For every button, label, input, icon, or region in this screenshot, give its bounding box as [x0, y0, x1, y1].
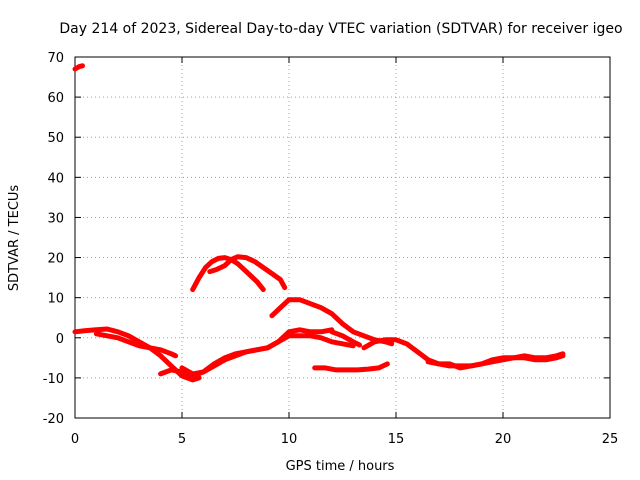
y-tick-label: -10	[43, 372, 64, 387]
series-arc-9	[329, 329, 363, 348]
x-tick-label: 15	[388, 432, 405, 447]
y-tick-label: -20	[43, 412, 64, 427]
grid	[75, 57, 610, 418]
y-tick-label: 50	[47, 131, 64, 146]
y-tick-label: 70	[47, 51, 64, 66]
x-tick-label: 10	[281, 432, 298, 447]
y-tick-label: 10	[47, 292, 64, 307]
series-arc-2	[72, 326, 202, 383]
x-axis-label: GPS time / hours	[286, 459, 395, 474]
y-tick-label: 20	[47, 252, 64, 267]
x-tick-label: 25	[602, 432, 619, 447]
y-tick-label: 40	[47, 171, 64, 186]
chart-title: Day 214 of 2023, Sidereal Day-to-day VTE…	[59, 21, 622, 37]
axis-ticks: 0 5 10 15 20 25 -20 -10 0 10 20 30 40 50 60 70	[43, 51, 619, 447]
x-tick-label: 0	[71, 432, 79, 447]
series-arc-5	[179, 327, 335, 377]
x-tick-label: 5	[178, 432, 186, 447]
y-tick-label: 30	[47, 211, 64, 226]
series-arc-10	[312, 361, 390, 373]
series-arc-6	[190, 255, 266, 293]
y-tick-label: 0	[56, 332, 64, 347]
x-tick-label: 20	[495, 432, 512, 447]
series-arc-3	[93, 331, 179, 359]
plot-frame	[74, 56, 611, 419]
series-arc-1	[72, 63, 85, 72]
series-layer	[72, 63, 566, 383]
y-axis-label: SDTVAR / TECUs	[7, 185, 22, 292]
y-tick-label: 60	[47, 91, 64, 106]
series-arc-7	[207, 254, 288, 291]
series-arc-12	[425, 353, 566, 371]
